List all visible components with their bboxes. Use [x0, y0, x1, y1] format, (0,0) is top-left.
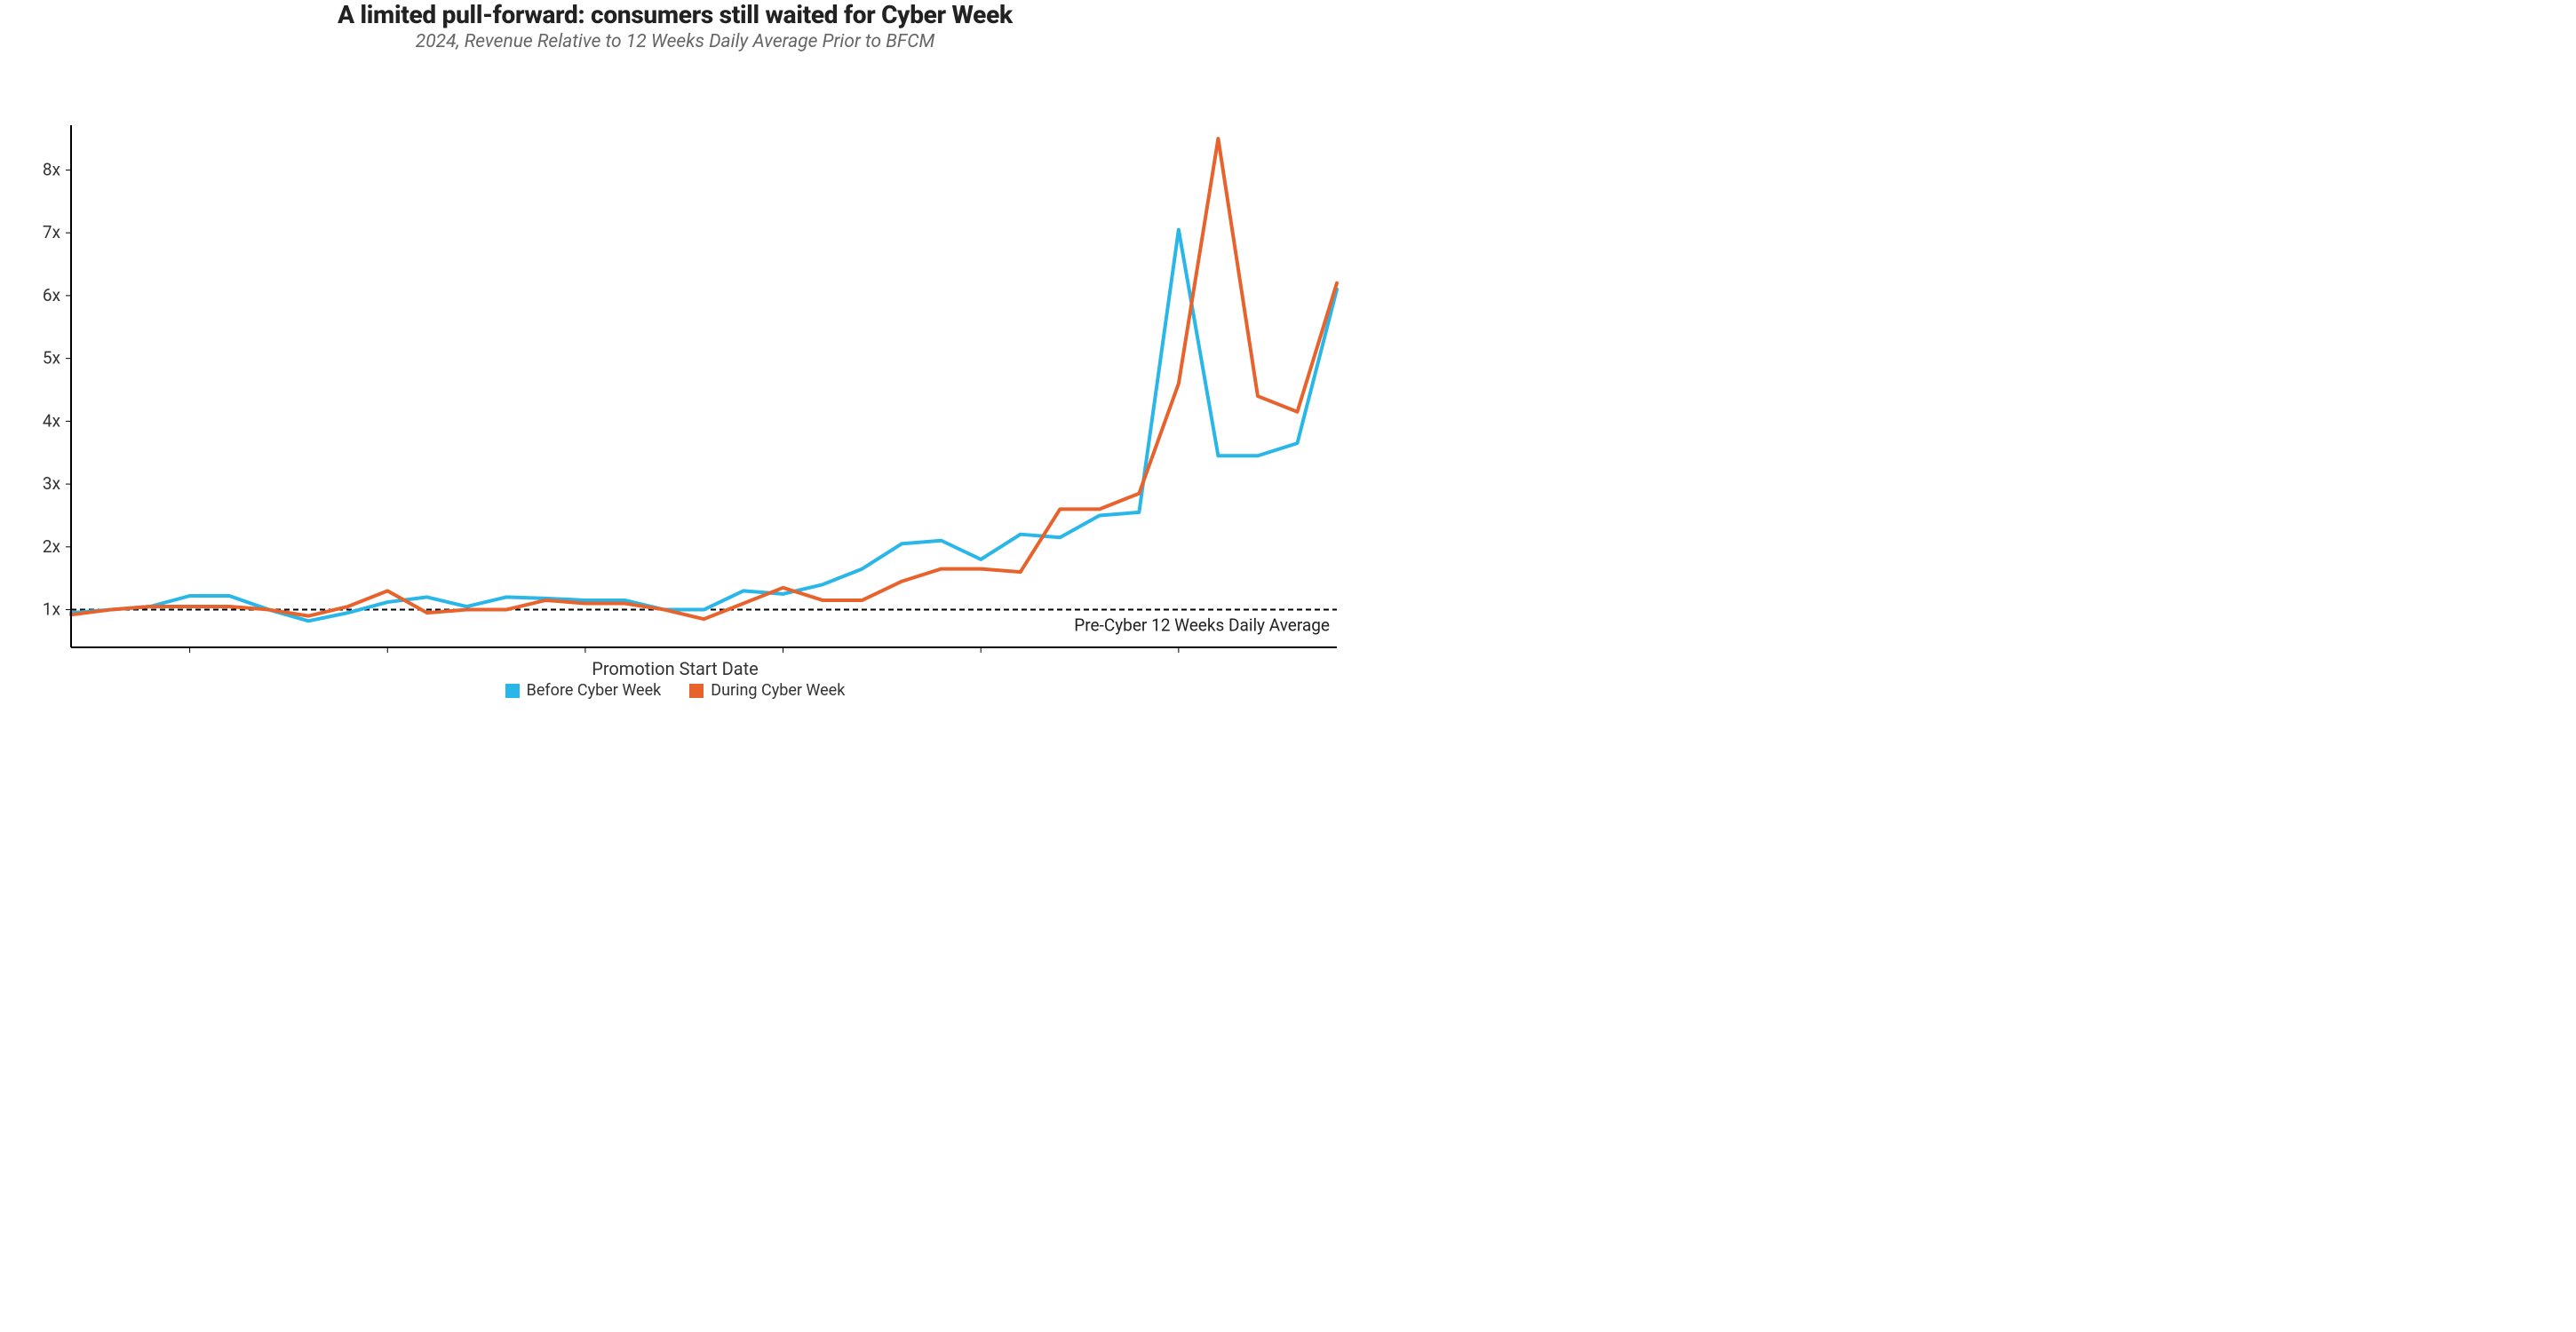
legend: Before Cyber Week During Cyber Week — [0, 681, 1350, 702]
legend-swatch — [689, 684, 704, 698]
legend-label: Before Cyber Week — [527, 681, 662, 700]
series-line — [71, 139, 1337, 619]
y-tick-label: 1x — [43, 599, 61, 620]
legend-item: Before Cyber Week — [505, 681, 662, 700]
y-tick-label: 8x — [43, 159, 61, 179]
series-line — [71, 230, 1337, 622]
y-tick-label: 3x — [43, 473, 61, 494]
chart-plot: 1x 2x 3x 4x 5x 6x 7x 8x Pre-Cyber 12 Weeks Daily… — [0, 52, 1350, 656]
y-tick-label: 6x — [43, 285, 61, 305]
x-axis-label: Promotion Start Date — [0, 658, 1350, 679]
legend-swatch — [505, 684, 520, 698]
y-tick-label: 4x — [43, 410, 61, 431]
legend-item: During Cyber Week — [689, 681, 845, 700]
y-tick-label: 2x — [43, 536, 61, 557]
chart-container: A limited pull-forward: consumers still … — [0, 0, 1350, 702]
y-tick-label: 5x — [43, 348, 61, 369]
chart-subtitle: 2024, Revenue Relative to 12 Weeks Daily… — [0, 31, 1350, 52]
chart-title: A limited pull-forward: consumers still … — [0, 0, 1350, 29]
legend-label: During Cyber Week — [711, 681, 845, 700]
y-tick-label: 7x — [43, 222, 61, 242]
reference-line-label: Pre-Cyber 12 Weeks Daily Average — [1074, 615, 1330, 636]
